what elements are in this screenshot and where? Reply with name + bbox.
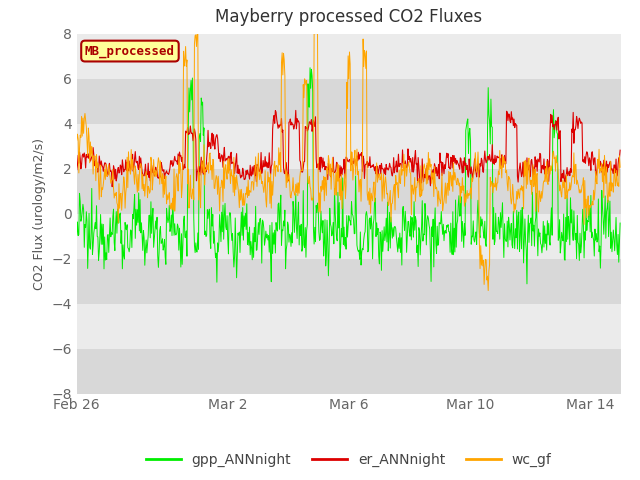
Bar	[77, 168, 621, 214]
Bar	[77, 34, 621, 79]
Bar	[77, 79, 621, 123]
Bar	[77, 259, 621, 303]
Bar	[77, 303, 621, 348]
Legend: gpp_ANNnight, er_ANNnight, wc_gf: gpp_ANNnight, er_ANNnight, wc_gf	[140, 447, 557, 473]
Title: Mayberry processed CO2 Fluxes: Mayberry processed CO2 Fluxes	[215, 9, 483, 26]
Bar	[77, 123, 621, 168]
Bar	[77, 348, 621, 394]
Y-axis label: CO2 Flux (urology/m2/s): CO2 Flux (urology/m2/s)	[33, 138, 46, 289]
Text: MB_processed: MB_processed	[85, 44, 175, 58]
Bar	[77, 214, 621, 259]
